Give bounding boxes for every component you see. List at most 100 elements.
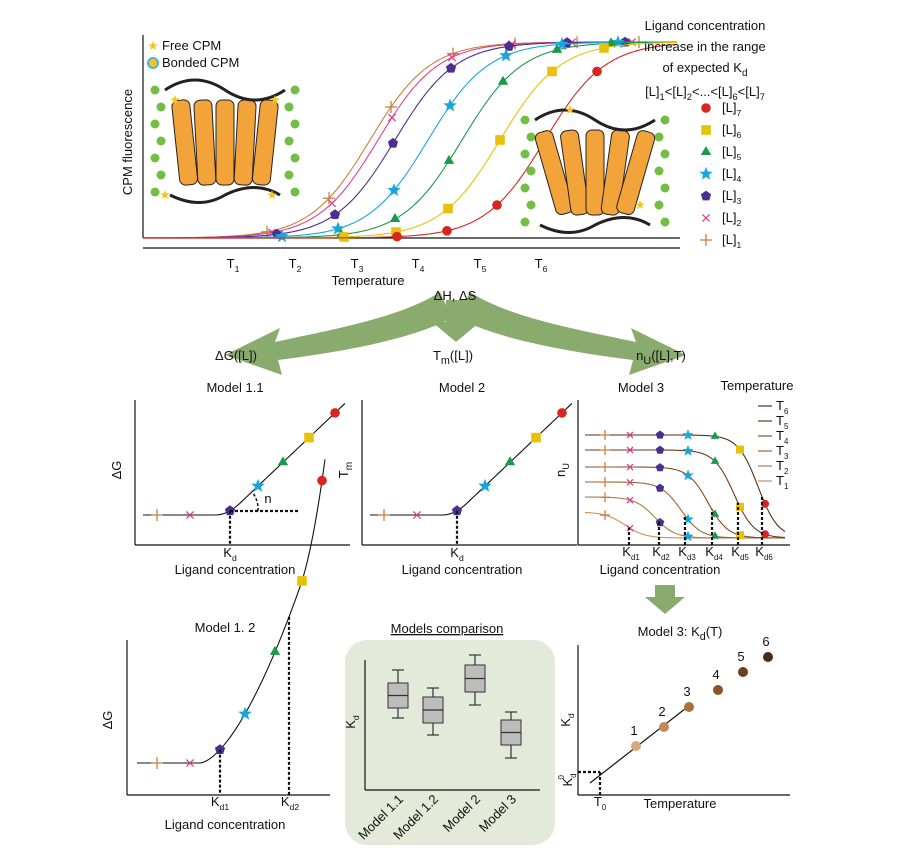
branch-arrows xyxy=(225,292,686,614)
loop xyxy=(164,78,286,204)
cpm-dot xyxy=(284,102,294,112)
text-part: <[L] xyxy=(665,84,687,99)
helix xyxy=(171,99,199,186)
marker xyxy=(329,209,341,219)
label: T3 xyxy=(351,256,364,274)
label: nU([L],T) xyxy=(636,348,686,367)
label: T6 xyxy=(535,256,548,274)
marker xyxy=(387,183,401,197)
label: T1 xyxy=(776,473,789,491)
label: [L]6 xyxy=(722,122,741,140)
label: Model 3 xyxy=(618,380,664,395)
text-part: K xyxy=(622,544,631,559)
free-cpm xyxy=(148,41,158,50)
helix xyxy=(560,129,590,216)
marker xyxy=(297,576,307,586)
label: Temperature xyxy=(644,796,717,811)
text-part: K xyxy=(450,545,459,560)
marker xyxy=(626,446,634,454)
cpm-dot xyxy=(150,187,160,197)
free-cpm xyxy=(160,190,170,199)
label: Tm xyxy=(336,462,355,478)
free-cpm xyxy=(635,200,645,209)
label: 5 xyxy=(737,649,744,664)
subscript: 4 xyxy=(420,264,425,274)
subscript: 5 xyxy=(482,264,487,274)
marker xyxy=(277,456,289,466)
label: T2 xyxy=(289,256,302,274)
marker xyxy=(626,463,634,471)
label: Kd2 xyxy=(281,794,299,812)
marker xyxy=(682,530,694,542)
marker xyxy=(557,408,567,418)
text-part: [L] xyxy=(722,188,736,203)
helix xyxy=(193,99,217,186)
subscript: 2 xyxy=(784,467,788,476)
subscript: d2 xyxy=(290,802,300,812)
marker xyxy=(710,509,720,517)
text-part: T xyxy=(227,256,235,271)
subscript: 3 xyxy=(736,196,741,206)
free-cpm xyxy=(565,105,575,114)
marker xyxy=(330,408,340,418)
text-part: K xyxy=(223,545,232,560)
marker xyxy=(492,200,502,210)
label: Kd xyxy=(558,713,576,727)
label: T4 xyxy=(412,256,425,274)
label: of expected Kd xyxy=(662,60,747,79)
label: Temperature xyxy=(332,273,405,288)
cpm-dot xyxy=(150,153,160,163)
label: Kd xyxy=(223,545,237,563)
text-part: Model 3: K xyxy=(638,624,700,639)
marker xyxy=(339,232,349,242)
text-part: K xyxy=(343,720,358,729)
label: Kd0 xyxy=(557,773,578,786)
marker xyxy=(619,36,631,47)
text-part: T xyxy=(776,443,784,458)
label: ΔG xyxy=(109,461,124,480)
subscript: d xyxy=(742,68,748,79)
cpm-dot xyxy=(654,132,664,142)
subscript: d2 xyxy=(661,553,670,562)
marker xyxy=(392,231,402,242)
text-part: K xyxy=(558,718,573,727)
text-part: T xyxy=(776,458,784,473)
label: n xyxy=(264,491,271,506)
cpm-dot xyxy=(156,102,166,112)
marker xyxy=(495,135,505,145)
subscript: d xyxy=(569,773,578,777)
text-part: T xyxy=(289,256,297,271)
text-part: ΔG([L]) xyxy=(215,348,257,363)
subscript: 3 xyxy=(359,264,364,274)
text-part: K xyxy=(755,544,764,559)
text-part: n xyxy=(553,470,568,477)
cpm-dot xyxy=(290,85,300,95)
label: increase in the range xyxy=(644,39,765,54)
marker xyxy=(443,203,453,214)
text-part: <[L] xyxy=(738,84,760,99)
cpm-dot xyxy=(520,149,530,159)
label: Ligand concentration xyxy=(600,562,721,577)
subscript: d1 xyxy=(631,553,640,562)
helix xyxy=(616,130,656,216)
cpm-dot xyxy=(526,200,536,210)
marker xyxy=(701,213,711,223)
label: nU xyxy=(553,463,571,477)
cpm-dot xyxy=(156,170,166,180)
helix xyxy=(215,99,235,186)
subscript: 5 xyxy=(784,422,789,431)
text-part: T xyxy=(776,398,784,413)
marker xyxy=(682,444,694,456)
subscript: d5 xyxy=(740,553,749,562)
label: 2 xyxy=(658,704,665,719)
text-part: T xyxy=(776,473,784,488)
marker xyxy=(251,478,265,492)
label: Ligand concentration xyxy=(175,562,296,577)
label: ΔG xyxy=(100,711,115,730)
cpm-dot xyxy=(660,115,670,125)
cpm-dot xyxy=(156,136,166,146)
cpm-dot xyxy=(654,200,664,210)
free-cpm xyxy=(270,95,280,104)
text-part: K xyxy=(705,544,714,559)
label: Kd xyxy=(450,545,464,563)
